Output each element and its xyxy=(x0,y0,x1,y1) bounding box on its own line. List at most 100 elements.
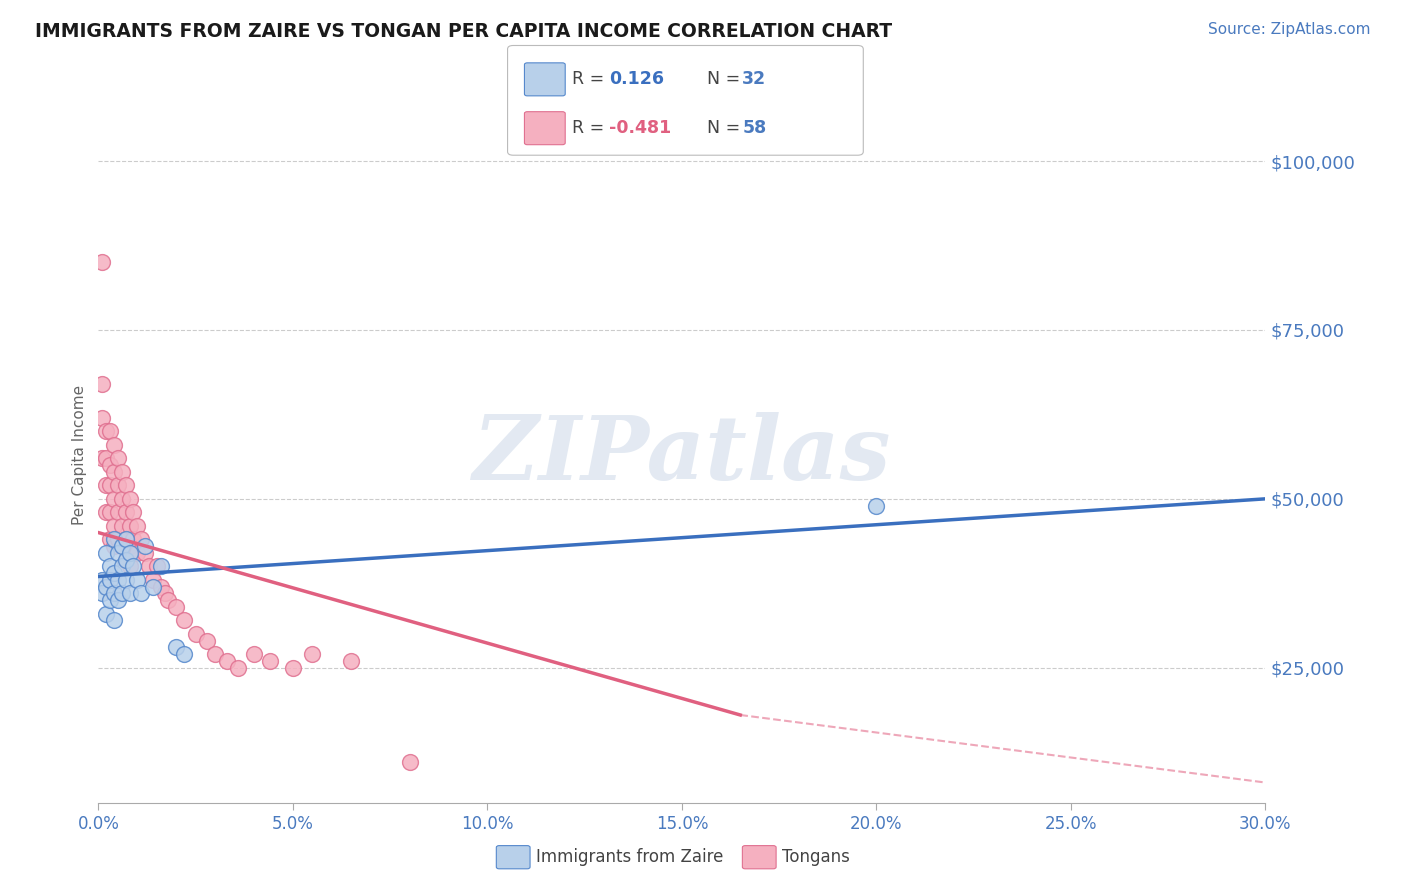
Point xyxy=(184,627,207,641)
Point xyxy=(134,546,156,560)
Point xyxy=(111,465,134,479)
Point xyxy=(142,573,165,587)
Point xyxy=(165,599,187,614)
Point xyxy=(91,451,114,466)
Text: 0.126: 0.126 xyxy=(609,70,664,88)
Point xyxy=(118,546,141,560)
Point xyxy=(98,593,121,607)
Point xyxy=(138,559,160,574)
Point xyxy=(111,491,134,506)
Point xyxy=(91,410,114,425)
Y-axis label: Per Capita Income: Per Capita Income xyxy=(72,384,87,525)
Text: N =: N = xyxy=(707,120,747,137)
Point xyxy=(259,654,281,668)
Text: -0.481: -0.481 xyxy=(609,120,671,137)
Point xyxy=(142,580,165,594)
Point xyxy=(114,552,136,566)
Point xyxy=(111,519,134,533)
Point xyxy=(107,533,129,547)
Point xyxy=(107,478,129,492)
Point xyxy=(103,533,125,547)
Point xyxy=(91,255,114,269)
Point xyxy=(107,546,129,560)
Text: 58: 58 xyxy=(742,120,766,137)
Point xyxy=(103,539,125,553)
Point xyxy=(96,424,118,438)
Point xyxy=(98,478,121,492)
Point xyxy=(111,559,134,574)
Point xyxy=(96,607,118,621)
Point xyxy=(114,552,136,566)
Point xyxy=(91,376,114,391)
Point xyxy=(228,661,250,675)
Point xyxy=(865,499,887,513)
Point xyxy=(129,586,152,600)
Point xyxy=(98,458,121,472)
Point xyxy=(134,539,156,553)
Point xyxy=(98,533,121,547)
Point xyxy=(153,586,176,600)
Point xyxy=(114,478,136,492)
Point xyxy=(107,451,129,466)
Point xyxy=(107,573,129,587)
Point xyxy=(215,654,238,668)
Point xyxy=(118,539,141,553)
Point xyxy=(98,573,121,587)
Point xyxy=(114,505,136,519)
Point xyxy=(103,586,125,600)
Point xyxy=(98,505,121,519)
Point xyxy=(98,424,121,438)
Point xyxy=(118,491,141,506)
Text: R =: R = xyxy=(572,70,610,88)
Point xyxy=(118,586,141,600)
Text: Tongans: Tongans xyxy=(782,848,849,866)
Point xyxy=(107,593,129,607)
Point xyxy=(103,465,125,479)
Point xyxy=(165,640,187,655)
Point xyxy=(91,586,114,600)
Point xyxy=(127,546,149,560)
Point xyxy=(96,478,118,492)
Point xyxy=(107,505,129,519)
Point xyxy=(122,505,145,519)
Point xyxy=(127,573,149,587)
Point xyxy=(111,586,134,600)
Point xyxy=(91,573,114,587)
Point xyxy=(173,614,195,628)
Point xyxy=(195,633,218,648)
Point xyxy=(149,580,172,594)
Point xyxy=(340,654,363,668)
Text: IMMIGRANTS FROM ZAIRE VS TONGAN PER CAPITA INCOME CORRELATION CHART: IMMIGRANTS FROM ZAIRE VS TONGAN PER CAPI… xyxy=(35,22,893,41)
Point xyxy=(96,546,118,560)
Point xyxy=(114,573,136,587)
Point xyxy=(146,559,169,574)
Point xyxy=(118,519,141,533)
Text: Immigrants from Zaire: Immigrants from Zaire xyxy=(536,848,723,866)
Point xyxy=(122,533,145,547)
Point xyxy=(111,539,134,553)
Point xyxy=(281,661,304,675)
Point xyxy=(398,756,420,770)
Point xyxy=(103,491,125,506)
Point xyxy=(103,438,125,452)
Point xyxy=(96,505,118,519)
Text: Source: ZipAtlas.com: Source: ZipAtlas.com xyxy=(1208,22,1371,37)
Text: ZIPatlas: ZIPatlas xyxy=(474,412,890,498)
Point xyxy=(301,647,323,661)
Text: N =: N = xyxy=(707,70,747,88)
Point xyxy=(118,559,141,574)
Text: R =: R = xyxy=(572,120,610,137)
Point xyxy=(157,593,180,607)
Point xyxy=(96,580,118,594)
Point xyxy=(96,451,118,466)
Point xyxy=(243,647,266,661)
Point xyxy=(173,647,195,661)
Point xyxy=(98,559,121,574)
Text: 32: 32 xyxy=(742,70,766,88)
Point xyxy=(103,614,125,628)
Point xyxy=(127,519,149,533)
Point xyxy=(149,559,172,574)
Point xyxy=(114,533,136,547)
Point xyxy=(122,559,145,574)
Point xyxy=(129,533,152,547)
